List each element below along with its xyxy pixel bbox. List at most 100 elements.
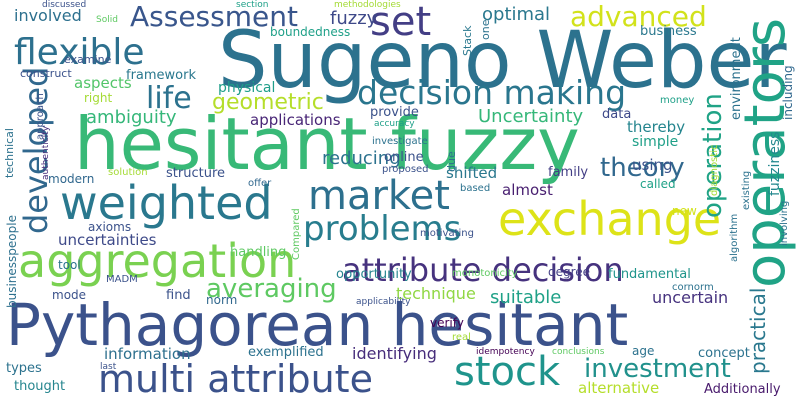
word: norm — [206, 293, 238, 307]
word: flexible — [14, 32, 145, 73]
word: involving — [779, 200, 790, 246]
word: applications — [250, 111, 341, 129]
word: Solid — [96, 15, 118, 25]
word: practical — [746, 287, 770, 374]
word: reducing — [322, 148, 401, 169]
word: alternative — [578, 379, 660, 397]
word: motivating — [420, 228, 474, 239]
word: idempotency — [476, 347, 535, 357]
word: using — [632, 156, 673, 174]
word: fundamental — [608, 267, 691, 282]
word: last — [100, 362, 117, 372]
word: decision making — [357, 73, 627, 112]
word: discussed — [42, 0, 87, 10]
word: thereby — [627, 118, 686, 136]
word: verify — [430, 316, 464, 330]
word: examine — [64, 53, 112, 66]
word: life — [146, 81, 192, 116]
word: framework — [126, 68, 197, 83]
word: market — [308, 173, 450, 219]
word: section — [236, 0, 269, 10]
word: money — [660, 95, 695, 106]
word: attribute decision — [342, 251, 624, 289]
word: offer — [248, 178, 272, 189]
word: approach — [35, 93, 46, 140]
word: types — [6, 361, 42, 376]
word: online — [384, 150, 424, 165]
word: applicability — [356, 297, 411, 307]
word: including — [781, 65, 795, 120]
word: advanced — [570, 0, 707, 33]
word: physical — [218, 80, 276, 96]
word: algorithm — [729, 213, 740, 262]
word: MADM — [106, 274, 138, 285]
word: information — [104, 345, 191, 363]
word: tool — [58, 258, 81, 272]
word: theory — [600, 153, 685, 183]
word: existing — [741, 170, 752, 210]
word: new — [672, 204, 697, 218]
word: methodologies — [334, 0, 401, 10]
word: structure — [166, 166, 225, 181]
word: exchange — [498, 192, 722, 246]
word: fuzziness — [767, 131, 783, 196]
word: identifying — [352, 344, 437, 363]
word: Stack — [461, 25, 474, 56]
word: find — [166, 288, 191, 303]
word: accuracy — [374, 119, 415, 129]
word: diagnostic — [709, 144, 720, 196]
word: provide — [370, 105, 419, 120]
word: aspects — [74, 74, 132, 92]
word: Assessment — [130, 0, 298, 33]
word: mode — [52, 288, 87, 302]
word: Sugeno Weber — [218, 16, 787, 106]
word: fuzzy — [330, 8, 378, 29]
word: ambiguity — [86, 107, 177, 128]
word: cornorm — [672, 282, 714, 293]
word: real — [452, 332, 471, 343]
word: multi attribute — [98, 357, 373, 400]
word: uncertainties — [58, 231, 157, 249]
word: based — [460, 183, 491, 194]
word: shifted — [446, 164, 498, 182]
word: environment — [729, 37, 744, 120]
word: data — [602, 107, 632, 122]
word: called — [640, 177, 676, 191]
word: uncertain — [652, 288, 729, 307]
word: Pythagorean hesitant — [6, 291, 629, 359]
word: geometric — [212, 90, 324, 115]
word: averaging — [206, 274, 337, 304]
word: Additionally — [704, 382, 781, 397]
word: right — [84, 91, 113, 105]
word: age — [632, 344, 655, 358]
word: set — [370, 0, 432, 45]
word: problems — [303, 209, 462, 249]
word: suitable — [490, 287, 562, 308]
word: degree — [548, 265, 591, 279]
word: hesitant fuzzy — [74, 102, 580, 186]
word: conclusions — [552, 347, 605, 357]
word: exemplified — [248, 345, 324, 360]
word: construct — [20, 67, 72, 80]
word: concept — [698, 346, 750, 361]
word: business — [640, 24, 697, 39]
word: investment — [584, 354, 731, 384]
word: Compared — [291, 208, 302, 260]
word: family — [548, 165, 589, 180]
word: simple — [632, 134, 679, 150]
word: handling — [230, 245, 287, 260]
word: investigate — [372, 136, 428, 147]
word: boundedness — [270, 25, 351, 39]
word: stock — [454, 349, 561, 395]
word: solution — [108, 167, 148, 178]
word: businesspeople — [5, 215, 19, 308]
word: opportunity — [336, 267, 412, 282]
word: technique — [396, 284, 476, 303]
word: Uncertainty — [478, 106, 584, 127]
word: almost — [502, 181, 553, 199]
word: optimal — [482, 4, 551, 25]
word: modern — [48, 172, 95, 186]
word: operators — [733, 17, 798, 288]
word: aggregation — [18, 234, 297, 288]
